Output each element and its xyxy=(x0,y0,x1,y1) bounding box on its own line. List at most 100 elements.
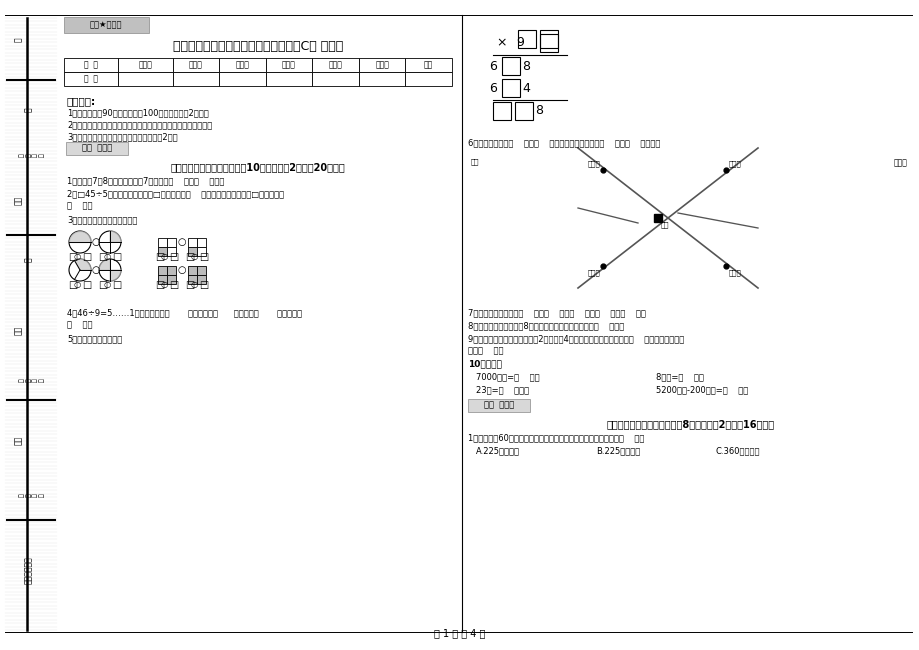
Bar xyxy=(119,58,173,72)
Text: 姓名: 姓名 xyxy=(14,196,22,205)
Bar xyxy=(167,237,176,246)
Text: ○: ○ xyxy=(74,281,81,289)
Text: 小明家: 小明家 xyxy=(728,161,741,167)
Bar xyxy=(493,102,510,120)
Text: 不
要
压
线: 不 要 压 线 xyxy=(19,153,44,157)
Text: 8、小明从一楼到三楼用8秒，照这样他从一楼到五楼用（    ）秒。: 8、小明从一楼到三楼用8秒，照这样他从一楼到五楼用（ ）秒。 xyxy=(468,321,624,330)
Bar xyxy=(358,58,405,72)
Text: 2、□45÷5，要使商是两位数，□里最大可填（    ）；要使商是三位数，□里最小应填: 2、□45÷5，要使商是两位数，□里最大可填（ ）；要使商是三位数，□里最小应填 xyxy=(67,189,284,198)
Text: ×: × xyxy=(496,36,506,49)
Text: 一、用心思考，正确填空（共10小题，每题2分，共20分）。: 一、用心思考，正确填空（共10小题，每题2分，共20分）。 xyxy=(170,162,345,172)
Text: 学校: 学校 xyxy=(14,436,22,445)
Bar xyxy=(158,265,167,274)
Text: 小明家: 小明家 xyxy=(893,158,907,167)
Polygon shape xyxy=(74,259,91,270)
Text: 小明家: 小明家 xyxy=(728,269,741,276)
Text: ○: ○ xyxy=(161,281,168,289)
Bar xyxy=(539,34,558,52)
Text: ○: ○ xyxy=(177,265,186,275)
Bar xyxy=(517,30,536,48)
Text: 得  分: 得 分 xyxy=(84,75,98,83)
Bar xyxy=(219,58,266,72)
Text: 1、把一根长60厘米的铁丝围城一个正方形，这个正方形的面积是（    ）。: 1、把一根长60厘米的铁丝围城一个正方形，这个正方形的面积是（ ）。 xyxy=(468,433,643,442)
Text: ○: ○ xyxy=(74,252,81,261)
Text: 得分  评卷人: 得分 评卷人 xyxy=(483,400,514,410)
Bar xyxy=(167,274,176,283)
Text: □: □ xyxy=(112,252,121,262)
Bar xyxy=(187,246,197,255)
Bar xyxy=(158,274,167,283)
Text: 外研版三年级数学上学期开学检测试题C卷 附答案: 外研版三年级数学上学期开学检测试题C卷 附答案 xyxy=(173,40,343,53)
Bar xyxy=(312,58,358,72)
Text: 学校: 学校 xyxy=(660,221,669,228)
Text: 1、考试时间：90分钟，满分为100分（含卷面分2分）。: 1、考试时间：90分钟，满分为100分（含卷面分2分）。 xyxy=(67,108,209,117)
Bar xyxy=(266,72,312,86)
Text: □: □ xyxy=(112,280,121,290)
Text: 小明家: 小明家 xyxy=(586,269,599,276)
Bar xyxy=(219,72,266,86)
Bar xyxy=(539,30,558,48)
Text: 9: 9 xyxy=(516,36,523,49)
Text: 1、时针在7和8之间，分针指向7，这时是（    ）时（    ）分。: 1、时针在7和8之间，分针指向7，这时是（ ）时（ ）分。 xyxy=(67,176,224,185)
Text: □: □ xyxy=(82,280,91,290)
Bar xyxy=(312,72,358,86)
Text: 8: 8 xyxy=(521,60,529,73)
Text: A.225平方分米: A.225平方分米 xyxy=(475,446,519,455)
Text: 内: 内 xyxy=(24,257,32,263)
Bar xyxy=(197,265,206,274)
Text: 第 1 页 共 4 页: 第 1 页 共 4 页 xyxy=(434,628,485,638)
Text: C.360平方厘米: C.360平方厘米 xyxy=(715,446,760,455)
Text: □: □ xyxy=(82,252,91,262)
Text: 二、反复比较，慎重选择（共8小题，每题2分，共16分）。: 二、反复比较，慎重选择（共8小题，每题2分，共16分）。 xyxy=(606,419,774,429)
Text: □: □ xyxy=(169,280,178,290)
Text: 8千克=（    ）克: 8千克=（ ）克 xyxy=(655,372,703,381)
Text: 总分: 总分 xyxy=(424,60,433,70)
Bar xyxy=(502,57,519,75)
Bar xyxy=(405,58,451,72)
Text: □: □ xyxy=(199,280,208,290)
Bar xyxy=(66,142,128,155)
Text: 应用题: 应用题 xyxy=(375,60,389,70)
Bar xyxy=(167,246,176,255)
Text: 8: 8 xyxy=(535,105,542,118)
Text: ○: ○ xyxy=(177,237,186,247)
Bar xyxy=(173,72,219,86)
Text: 考试须知:: 考试须知: xyxy=(67,96,96,106)
Text: ○: ○ xyxy=(104,281,111,289)
Text: 计算题: 计算题 xyxy=(282,60,296,70)
Text: 图例: 图例 xyxy=(471,158,479,164)
Text: 5200千克-200千克=（    ）吨: 5200千克-200千克=（ ）吨 xyxy=(655,385,747,394)
Bar xyxy=(405,72,451,86)
Text: 4、46÷9=5……1中，被除数是（       ），除数是（      ），商是（       ），余数是: 4、46÷9=5……1中，被除数是（ ），除数是（ ），商是（ ），余数是 xyxy=(67,308,301,317)
Bar xyxy=(64,58,119,72)
Text: 乡镇（街道）: 乡镇（街道） xyxy=(24,556,32,584)
Text: 填空题: 填空题 xyxy=(139,60,153,70)
Text: 不
要
压
线: 不 要 压 线 xyxy=(19,378,44,382)
Bar xyxy=(158,246,167,255)
Text: □: □ xyxy=(98,280,108,290)
Text: □: □ xyxy=(68,280,77,290)
Text: 10、换算。: 10、换算。 xyxy=(468,359,502,368)
Text: 得分  评卷人: 得分 评卷人 xyxy=(82,144,112,153)
Bar xyxy=(158,237,167,246)
Text: 6、小红家在学校（    ）方（    ）米处；小明家在学校（    ）方（    ）米处。: 6、小红家在学校（ ）方（ ）米处；小明家在学校（ ）方（ ）米处。 xyxy=(468,138,660,147)
Text: □: □ xyxy=(154,252,165,262)
Text: 6: 6 xyxy=(489,81,496,94)
Text: （    ）。: （ ）。 xyxy=(67,320,93,329)
Text: 23吨=（    ）千克: 23吨=（ ）千克 xyxy=(475,385,528,394)
Text: 选择题: 选择题 xyxy=(188,60,202,70)
Text: 6: 6 xyxy=(489,60,496,73)
Text: □: □ xyxy=(98,252,108,262)
Text: 印: 印 xyxy=(14,38,22,42)
Polygon shape xyxy=(110,231,121,242)
Text: □: □ xyxy=(185,252,194,262)
Bar xyxy=(515,102,532,120)
Text: ○: ○ xyxy=(92,265,100,275)
Bar xyxy=(358,72,405,86)
Text: 数的（    ）。: 数的（ ）。 xyxy=(468,346,503,355)
Text: ○: ○ xyxy=(161,252,168,261)
Text: 3、看图写分数，并比较大小。: 3、看图写分数，并比较大小。 xyxy=(67,215,137,224)
Bar xyxy=(167,265,176,274)
Bar xyxy=(64,72,119,86)
Text: 3、不要在试卷上乱写乱画，卷面不整洁扣2分。: 3、不要在试卷上乱写乱画，卷面不整洁扣2分。 xyxy=(67,132,177,141)
